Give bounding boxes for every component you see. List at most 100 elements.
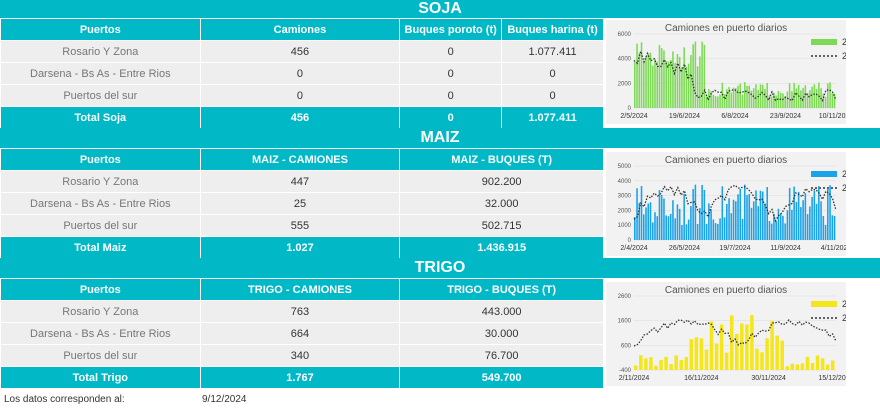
- bar-2024: [674, 62, 676, 108]
- bar-2024: [770, 320, 774, 370]
- bar-2024: [800, 363, 805, 370]
- total-label: Total Trigo: [0, 366, 201, 389]
- bar-2024: [683, 47, 685, 108]
- bar-2024: [755, 190, 757, 240]
- cell: 30.000: [399, 322, 604, 345]
- bar-2024: [687, 219, 690, 240]
- bar-2024: [739, 83, 742, 108]
- bar-2024: [638, 52, 641, 108]
- total-cell: 1.077.411: [501, 106, 604, 129]
- col-header: Buques poroto (t): [399, 18, 503, 41]
- bar-2024: [687, 63, 690, 108]
- bar-2024: [710, 209, 712, 240]
- bar-2024: [773, 92, 775, 108]
- bar-2024: [829, 185, 831, 240]
- bar-2024: [784, 96, 786, 108]
- bar-2024: [699, 56, 701, 108]
- trigo-table: Puertos TRIGO - CAMIONES TRIGO - BUQUES …: [0, 278, 604, 389]
- table-row: Puertos del sur 340 76.700: [0, 344, 604, 367]
- bar-2024: [681, 67, 683, 108]
- col-header: TRIGO - BUQUES (T): [399, 278, 604, 301]
- cell: 340: [199, 344, 401, 367]
- bar-2024: [735, 88, 737, 108]
- bar-2024: [822, 215, 825, 240]
- bar-2024: [678, 56, 681, 108]
- bar-2024: [737, 85, 739, 108]
- x-tick-label: 2/11/2024: [619, 375, 650, 382]
- bar-2024: [813, 84, 816, 108]
- bar-2024: [717, 96, 719, 108]
- total-cell: 1.436.915: [399, 236, 604, 259]
- bar-2024: [669, 364, 673, 370]
- bar-2024: [636, 188, 638, 240]
- bar-2024: [694, 184, 697, 240]
- bar-2024: [705, 96, 708, 108]
- y-tick-label: 4000: [618, 57, 632, 63]
- section-title-soja: SOJA: [0, 0, 880, 18]
- total-cell: 549.700: [399, 366, 604, 389]
- bar-2024: [752, 88, 755, 108]
- bar-2024: [827, 83, 829, 108]
- bar-2024: [761, 191, 764, 240]
- legend-label-2023: 2023: [842, 313, 846, 323]
- bar-2024: [699, 338, 704, 370]
- maiz-table: Puertos MAIZ - CAMIONES MAIZ - BUQUES (T…: [0, 148, 604, 259]
- bar-2024: [703, 44, 706, 108]
- x-tick-label: 23/9/2024: [770, 113, 801, 120]
- soja-table: Puertos Camiones Buques poroto (t) Buque…: [0, 18, 604, 129]
- bar-2024: [831, 215, 834, 240]
- bar-2024: [714, 223, 717, 240]
- bar-2024: [766, 186, 768, 240]
- bar-2024: [743, 184, 746, 240]
- bar-2024: [729, 315, 734, 370]
- bar-2024: [830, 360, 835, 370]
- bar-2024: [659, 359, 663, 370]
- bar-2024: [714, 343, 719, 370]
- bar-2024: [811, 86, 813, 108]
- bar-2024: [696, 223, 699, 240]
- bar-2024: [804, 193, 807, 240]
- bar-2024: [761, 84, 764, 108]
- total-row: Total Maiz 1.027 1.436.915: [0, 236, 604, 259]
- bar-2024: [656, 216, 659, 240]
- bar-2024: [813, 190, 816, 240]
- bar-2024: [797, 191, 800, 240]
- bar-2024: [663, 198, 665, 240]
- bar-2024: [775, 335, 779, 370]
- legend-label-2023: 2023: [842, 51, 846, 61]
- bar-2024: [764, 203, 766, 240]
- bar-2024: [748, 85, 751, 108]
- cell: 902.200: [399, 170, 604, 193]
- x-tick-label: 26/5/2024: [669, 245, 700, 252]
- bar-2024: [676, 54, 679, 108]
- cell: 456: [199, 40, 401, 63]
- bar-2024: [757, 89, 760, 108]
- bar-2024: [737, 194, 739, 240]
- bar-2024: [795, 88, 798, 108]
- bar-2024: [681, 225, 683, 240]
- col-header: Camiones: [199, 18, 401, 41]
- legend-label-2024: 2024: [842, 37, 846, 47]
- bar-2024: [685, 66, 688, 108]
- bar-2024: [804, 85, 807, 108]
- port-name: Puertos del sur: [0, 214, 201, 237]
- bar-2024: [705, 223, 708, 240]
- bar-2024: [730, 213, 733, 240]
- bar-2024: [732, 199, 735, 240]
- bar-2024: [730, 92, 733, 108]
- table-header-row: Puertos MAIZ - CAMIONES MAIZ - BUQUES (T…: [0, 148, 604, 171]
- port-name: Darsena - Bs As - Entre Rios: [0, 192, 201, 215]
- bar-2024: [824, 224, 827, 240]
- bar-2024: [760, 352, 764, 370]
- port-name: Puertos del sur: [0, 344, 201, 367]
- x-tick-label: 19/7/2024: [719, 245, 750, 252]
- bar-2024: [709, 321, 714, 370]
- bar-2024: [669, 213, 672, 240]
- port-name: Rosario Y Zona: [0, 40, 201, 63]
- y-tick-label: 4000: [618, 179, 632, 185]
- line-2023: [633, 49, 837, 102]
- cell: 763: [199, 300, 401, 323]
- y-tick-label: 0: [628, 238, 632, 244]
- bar-2024: [692, 44, 694, 108]
- bar-2024: [689, 339, 694, 370]
